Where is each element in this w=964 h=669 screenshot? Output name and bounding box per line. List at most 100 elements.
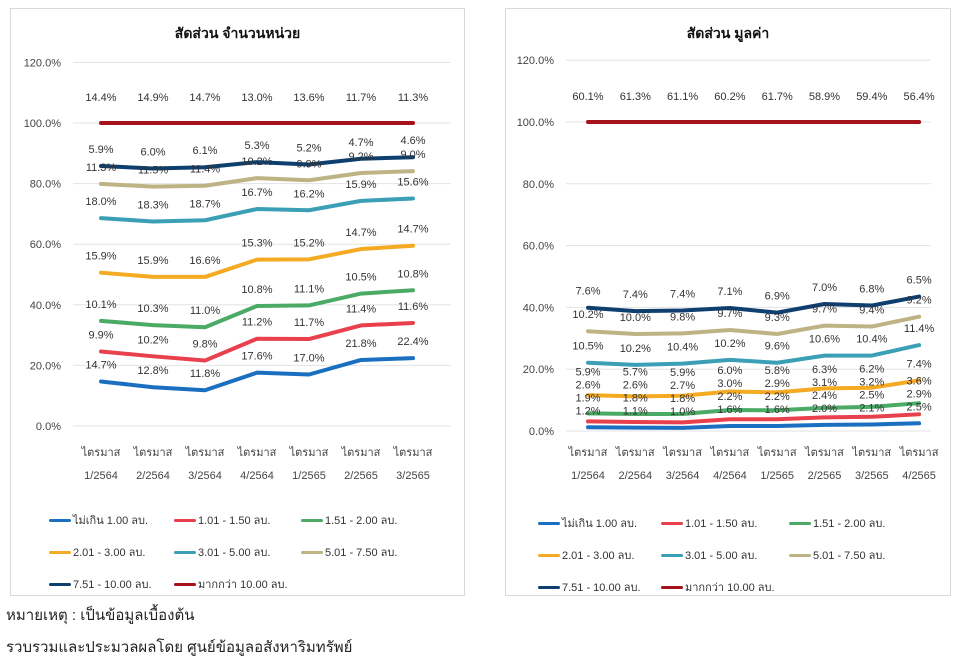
legend-swatch bbox=[789, 521, 811, 525]
chart-units-share: สัดส่วน จำนวนหน่วย 0.0% 20.0% 40.0% 60.0% 80… bbox=[10, 8, 465, 596]
legend-swatch bbox=[661, 521, 683, 525]
data-label: 13.6% bbox=[293, 92, 324, 104]
data-label: 9.0% bbox=[400, 149, 425, 161]
x-tick-label: 1/2564 bbox=[84, 470, 118, 482]
x-tick-label-prefix: ไตรมาส bbox=[185, 446, 225, 459]
y-tick-label: 60.0% bbox=[523, 241, 554, 253]
series-line-5 bbox=[99, 169, 415, 189]
legend-swatch bbox=[661, 553, 683, 557]
x-tick-label: 1/2564 bbox=[571, 470, 605, 482]
data-label: 15.9% bbox=[85, 251, 116, 263]
legend-swatch bbox=[538, 553, 560, 557]
x-tick-label: 2/2564 bbox=[618, 470, 652, 482]
data-label: 14.7% bbox=[397, 224, 428, 236]
data-label: 10.6% bbox=[809, 334, 840, 346]
series-line-6 bbox=[586, 294, 922, 315]
data-label: 6.9% bbox=[765, 291, 790, 303]
data-label: 11.8% bbox=[190, 368, 221, 380]
y-tick-label: 80.0% bbox=[523, 179, 554, 191]
legend-label: มากกว่า 10.00 ลบ. bbox=[685, 582, 775, 594]
data-label: 7.4% bbox=[907, 358, 932, 370]
legend-label: 1.01 - 1.50 ลบ. bbox=[198, 515, 271, 527]
x-tick-label-prefix: ไตรมาส bbox=[899, 446, 939, 459]
data-label: 6.8% bbox=[859, 284, 884, 296]
series-line-4 bbox=[99, 196, 415, 224]
y-tick-label: 40.0% bbox=[30, 300, 61, 312]
legend-label: 5.01 - 7.50 ลบ. bbox=[325, 547, 398, 559]
data-label: 5.3% bbox=[244, 140, 269, 152]
data-label: 11.1% bbox=[294, 283, 325, 295]
legend-label: 7.51 - 10.00 ลบ. bbox=[73, 579, 152, 591]
data-label: 16.2% bbox=[293, 188, 324, 200]
legend-item: 2.01 - 3.00 ลบ. bbox=[538, 546, 634, 564]
data-label: 2.9% bbox=[765, 378, 790, 390]
x-tick-label: 3/2564 bbox=[188, 470, 222, 482]
data-label: 56.4% bbox=[903, 91, 934, 103]
data-label: 2.5% bbox=[859, 390, 884, 402]
y-tick-label: 100.0% bbox=[24, 118, 62, 130]
legend-item: 1.01 - 1.50 ลบ. bbox=[661, 514, 757, 532]
data-label: 9.9% bbox=[88, 329, 113, 341]
data-label: 16.7% bbox=[241, 187, 272, 199]
data-label: 10.4% bbox=[667, 342, 698, 354]
data-label: 15.2% bbox=[293, 237, 324, 249]
series-line-4 bbox=[586, 343, 922, 367]
data-label: 1.8% bbox=[670, 393, 695, 405]
data-label: 2.6% bbox=[575, 379, 600, 391]
data-label: 2.9% bbox=[907, 388, 932, 400]
data-label: 6.0% bbox=[140, 146, 165, 158]
data-label: 3.1% bbox=[812, 377, 837, 389]
data-label: 7.4% bbox=[623, 289, 648, 301]
data-label: 6.0% bbox=[717, 365, 742, 377]
x-tick-label-prefix: ไตรมาส bbox=[393, 446, 433, 459]
data-label: 60.1% bbox=[572, 91, 603, 103]
data-label: 2.4% bbox=[812, 390, 837, 402]
data-label: 9.8% bbox=[670, 311, 695, 323]
y-tick-label: 0.0% bbox=[36, 421, 61, 433]
data-label: 10.2% bbox=[620, 343, 651, 355]
legend-swatch bbox=[301, 550, 323, 554]
data-label: 11.4% bbox=[190, 164, 221, 176]
legend-swatch bbox=[174, 550, 196, 554]
x-tick-label: 2/2565 bbox=[344, 470, 378, 482]
legend-item: 3.01 - 5.00 ลบ. bbox=[174, 543, 270, 561]
data-label: 11.5% bbox=[138, 165, 169, 177]
data-label: 14.7% bbox=[189, 92, 220, 104]
x-tick-label: 3/2564 bbox=[666, 470, 700, 482]
data-label: 5.7% bbox=[623, 367, 648, 379]
data-label: 10.0% bbox=[620, 312, 651, 324]
y-tick-label: 120.0% bbox=[24, 57, 62, 69]
legend-label: ไม่เกิน 1.00 ลบ. bbox=[73, 515, 149, 527]
y-tick-label: 100.0% bbox=[517, 117, 555, 129]
legend-swatch bbox=[538, 521, 560, 525]
data-label: 9.9% bbox=[296, 158, 321, 170]
data-label: 58.9% bbox=[809, 91, 840, 103]
y-tick-label: 60.0% bbox=[30, 239, 61, 251]
legend-swatch bbox=[49, 518, 71, 522]
y-tick-label: 80.0% bbox=[30, 179, 61, 191]
x-tick-label: 3/2565 bbox=[855, 470, 889, 482]
data-label: 1.8% bbox=[623, 393, 648, 405]
data-label: 17.6% bbox=[241, 351, 272, 363]
legend-item: 7.51 - 10.00 ลบ. bbox=[49, 575, 152, 593]
legend-label: 2.01 - 3.00 ลบ. bbox=[73, 547, 146, 559]
data-label: 10.8% bbox=[397, 268, 428, 280]
legend-swatch bbox=[174, 582, 196, 586]
legend-label: 3.01 - 5.00 ลบ. bbox=[685, 550, 758, 562]
x-tick-label: 3/2565 bbox=[396, 470, 430, 482]
data-label: 10.3% bbox=[137, 303, 168, 315]
data-label: 4.6% bbox=[400, 135, 425, 147]
chart-title: สัดส่วน จำนวนหน่วย bbox=[174, 25, 301, 41]
data-label: 2.5% bbox=[907, 401, 932, 413]
data-label: 1.0% bbox=[670, 406, 695, 418]
data-label: 7.1% bbox=[717, 286, 742, 298]
data-label: 7.6% bbox=[575, 286, 600, 298]
x-tick-label-prefix: ไตรมาส bbox=[289, 446, 329, 459]
data-label: 10.8% bbox=[241, 284, 272, 296]
data-label: 5.9% bbox=[670, 367, 695, 379]
data-label: 9.3% bbox=[765, 312, 790, 324]
data-label: 22.4% bbox=[397, 336, 428, 348]
legend-swatch bbox=[49, 550, 71, 554]
x-tick-label-prefix: ไตรมาส bbox=[851, 446, 891, 459]
data-label: 11.6% bbox=[398, 301, 429, 313]
